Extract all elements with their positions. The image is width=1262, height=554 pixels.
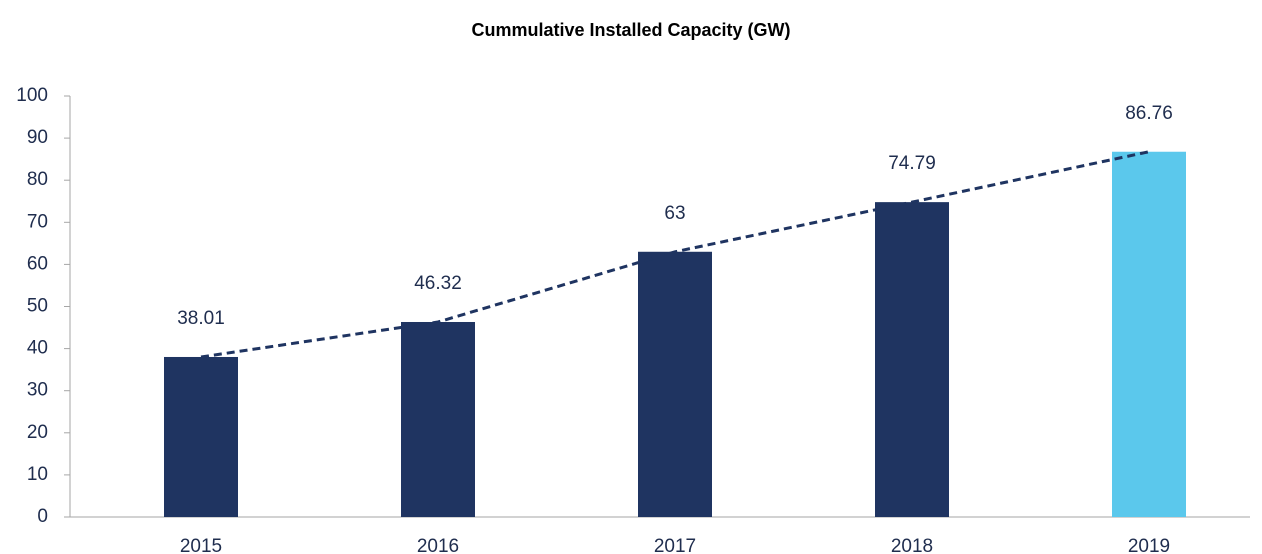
data-label: 63: [664, 203, 685, 224]
bar: [164, 356, 238, 517]
bar: [638, 251, 712, 517]
y-tick-label: 60: [27, 253, 48, 274]
data-label: 46.32: [414, 273, 462, 294]
y-tick-label: 10: [27, 464, 48, 485]
bar: [875, 202, 949, 517]
x-tick-label: 2018: [891, 536, 933, 554]
bar: [1112, 151, 1186, 517]
x-tick-label: 2015: [180, 536, 222, 554]
y-tick-label: 80: [27, 169, 48, 190]
x-tick-label: 2019: [1128, 536, 1170, 554]
bar: [401, 321, 475, 517]
x-tick-label: 2017: [654, 536, 696, 554]
data-label: 74.79: [888, 153, 936, 174]
y-tick-label: 20: [27, 422, 48, 443]
trendline: [200, 150, 1150, 359]
y-tick-label: 50: [27, 296, 48, 317]
y-tick-label: 40: [27, 338, 48, 359]
data-label: 86.76: [1125, 103, 1173, 124]
chart-title: Cummulative Installed Capacity (GW): [471, 20, 790, 40]
y-tick-label: 100: [16, 85, 48, 106]
y-tick-label: 90: [27, 127, 48, 148]
data-label: 38.01: [177, 308, 225, 329]
y-tick-label: 0: [37, 506, 48, 527]
y-tick-label: 30: [27, 380, 48, 401]
y-tick-label: 70: [27, 211, 48, 232]
x-tick-label: 2016: [417, 536, 459, 554]
